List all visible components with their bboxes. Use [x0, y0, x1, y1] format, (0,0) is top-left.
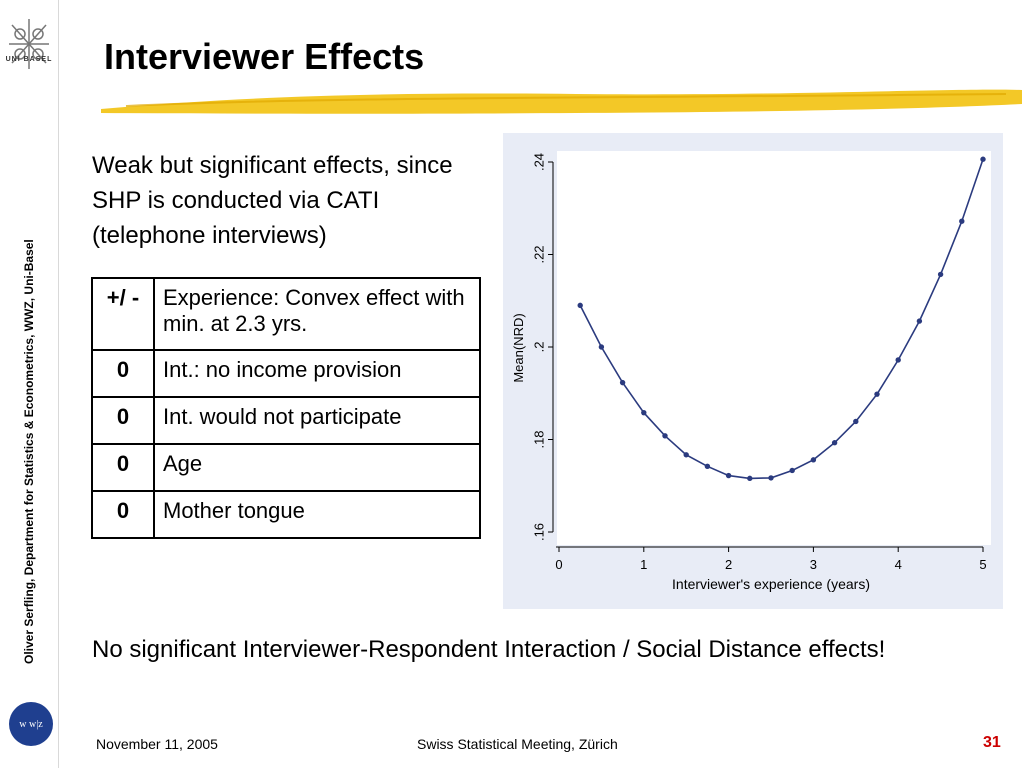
table-row: +/ - Experience: Convex effect with min.… — [91, 277, 481, 351]
data-point — [725, 472, 732, 479]
data-point — [831, 440, 838, 446]
data-point — [937, 271, 944, 278]
sidebar: UNI BASEL Oliver Serfling, Department fo… — [0, 0, 59, 768]
data-point — [916, 318, 923, 324]
y-tick-label: .24 — [531, 153, 546, 171]
effect-description: Mother tongue — [153, 490, 481, 539]
footer-event: Swiss Statistical Meeting, Zürich — [417, 736, 618, 752]
table-row: 0 Age — [91, 443, 481, 492]
data-point — [768, 475, 774, 481]
gold-swoosh-divider — [101, 89, 1022, 114]
y-tick-label: .2 — [531, 342, 546, 353]
effect-sign: +/ - — [91, 277, 155, 351]
data-point — [704, 463, 711, 470]
y-tick-label: .16 — [531, 523, 546, 541]
data-point — [853, 418, 859, 425]
data-point — [810, 457, 817, 463]
effect-description: Experience: Convex effect with min. at 2… — [153, 277, 481, 351]
effect-sign: 0 — [91, 396, 155, 445]
series-line — [579, 158, 984, 480]
data-point — [641, 409, 647, 416]
logo-text: UNI BASEL — [5, 56, 53, 63]
conclusion-text: No significant Interviewer-Respondent In… — [92, 636, 886, 663]
experience-effect-chart: 0 1 2 3 4 5 .16 .18 .2 .22 .24 Interviewer's experi… — [511, 151, 991, 592]
x-tick-label: 0 — [555, 557, 562, 572]
y-tick-label: .22 — [531, 245, 546, 263]
footer-date: November 11, 2005 — [96, 736, 218, 752]
effect-sign: 0 — [91, 443, 155, 492]
effect-sign: 0 — [91, 349, 155, 398]
x-tick-label: 2 — [725, 557, 732, 572]
data-point — [980, 156, 986, 162]
table-row: 0 Int. would not participate — [91, 396, 481, 445]
page-number: 31 — [983, 734, 1001, 751]
x-tick-label: 1 — [640, 557, 647, 572]
plot-area — [557, 151, 991, 545]
effect-description: Int. would not participate — [153, 396, 481, 445]
data-point — [874, 391, 880, 397]
x-tick-label: 5 — [979, 557, 986, 572]
y-axis-title: Mean(NRD) — [511, 313, 526, 382]
data-point — [619, 379, 626, 386]
data-point — [577, 302, 583, 309]
uni-basel-logo — [9, 19, 49, 69]
data-point — [959, 218, 965, 224]
data-point — [598, 344, 605, 350]
data-point — [683, 452, 689, 458]
slide-title: Interviewer Effects — [104, 36, 425, 77]
effects-table: +/ - Experience: Convex effect with min.… — [91, 277, 481, 539]
wwz-logo: w w|z — [9, 702, 53, 746]
effect-description: Age — [153, 443, 481, 492]
sidebar-author-text: Oliver Serfling, Department for Statisti… — [22, 239, 36, 664]
data-point — [789, 467, 795, 474]
data-point — [662, 433, 668, 439]
effect-description: Int.: no income provision — [153, 349, 481, 398]
data-point — [895, 357, 901, 363]
table-row: 0 Mother tongue — [91, 490, 481, 539]
x-tick-label: 3 — [810, 557, 817, 572]
x-tick-label: 4 — [895, 557, 902, 572]
effect-sign: 0 — [91, 490, 155, 539]
y-tick-label: .18 — [531, 430, 546, 448]
table-row: 0 Int.: no income provision — [91, 349, 481, 398]
intro-text: Weak but significant effects, since SHP … — [92, 152, 453, 249]
data-point — [747, 475, 753, 482]
x-axis-title: Interviewer's experience (years) — [672, 576, 870, 592]
plot-panel: 0 1 2 3 4 5 .16 .18 .2 .22 .24 Interviewer's experi… — [503, 133, 1003, 609]
